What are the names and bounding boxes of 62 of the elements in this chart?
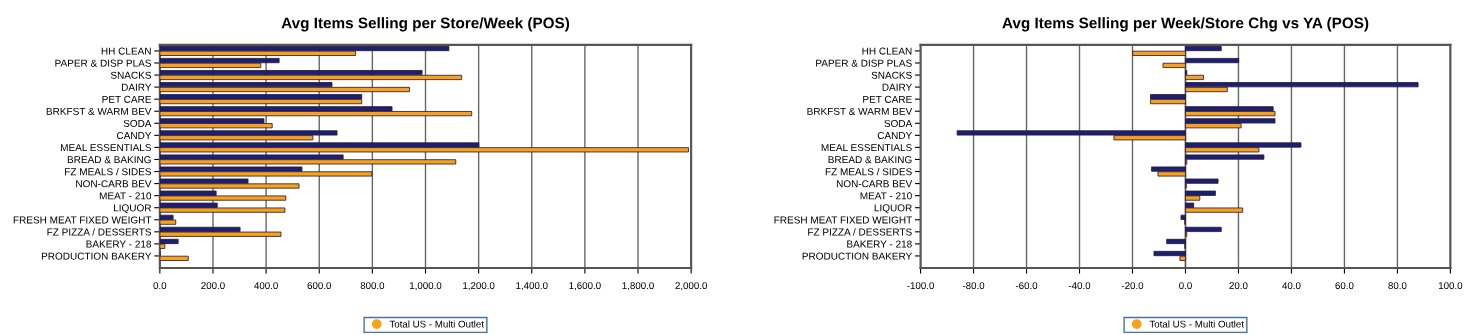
y-tick-label: FZ MEALS / SIDES xyxy=(65,167,152,176)
legend-label: Total US - Multi Outlet xyxy=(1149,320,1244,328)
x-tick-label: 200.0 xyxy=(201,282,225,290)
y-tick-label: FRESH MEAT FIXED WEIGHT xyxy=(774,216,912,224)
x-tick-label: -100.0 xyxy=(907,282,934,290)
y-tick-label: BRKFST & WARM BEV xyxy=(46,107,152,115)
y-tick-label: BREAD & BAKING xyxy=(828,156,912,164)
legend-label: Total US - Multi Outlet xyxy=(389,320,484,328)
y-tick-label: HH CLEAN xyxy=(101,47,151,55)
x-tick-label: 2,000.0 xyxy=(675,282,707,291)
x-tick-label: 1,800.0 xyxy=(622,282,654,291)
x-tick-label: 600.0 xyxy=(307,282,332,290)
x-tick-label: 20.0 xyxy=(1229,282,1248,290)
y-tick-label: BAKERY - 218 xyxy=(847,240,912,248)
y-tick-label: DAIRY xyxy=(121,83,152,91)
y-tick-label: FZ MEALS / SIDES xyxy=(825,167,912,176)
y-tick-label: SNACKS xyxy=(871,71,912,79)
y-tick-label: LIQUOR xyxy=(113,204,152,214)
x-tick-label: 1,200.0 xyxy=(463,282,495,291)
y-tick-label: PET CARE xyxy=(863,95,912,103)
x-tick-label: 0.0 xyxy=(153,282,167,290)
chart-title: Avg Items Selling per Store/Week (POS) xyxy=(281,17,570,32)
y-tick-label: MEAL ESSENTIALS xyxy=(61,144,152,152)
x-tick-label: 1,600.0 xyxy=(569,282,601,291)
x-tick-label: 60.0 xyxy=(1335,282,1354,290)
y-tick-label: FZ PIZZA / DESSERTS xyxy=(808,228,912,236)
x-tick-label: 1,400.0 xyxy=(516,282,548,291)
y-tick-label: NON-CARB BEV xyxy=(76,180,152,188)
y-tick-label: PRODUCTION BAKERY xyxy=(41,252,152,260)
x-tick-label: 800.0 xyxy=(360,282,385,290)
y-tick-label: DAIRY xyxy=(882,83,913,91)
chart-title: Avg Items Selling per Week/Store Chg vs YA (POS) xyxy=(1002,17,1369,32)
y-tick-label: MEAL ESSENTIALS xyxy=(821,144,912,152)
y-tick-label: MEAT - 210 xyxy=(860,192,912,200)
y-tick-label: PRODUCTION BAKERY xyxy=(802,252,912,260)
y-tick-label: BREAD & BAKING xyxy=(67,156,151,164)
x-tick-label: -80.0 xyxy=(962,282,985,290)
y-tick-label: BRKFST & WARM BEV xyxy=(807,107,913,115)
x-tick-label: 0.0 xyxy=(1179,282,1192,290)
y-tick-label: HH CLEAN xyxy=(862,47,912,55)
x-tick-label: 1,000.0 xyxy=(410,282,442,291)
y-tick-label: FRESH MEAT FIXED WEIGHT xyxy=(13,216,152,224)
y-tick-label: BAKERY - 218 xyxy=(86,240,152,248)
y-tick-label: CANDY xyxy=(117,131,152,140)
y-tick-label: LIQUOR xyxy=(874,204,912,214)
y-tick-label: SNACKS xyxy=(110,71,152,79)
y-tick-label: CANDY xyxy=(877,131,913,140)
x-tick-label: -60.0 xyxy=(1015,282,1038,290)
y-tick-label: MEAT - 210 xyxy=(99,192,152,200)
x-tick-label: 400.0 xyxy=(254,282,278,290)
y-tick-label: PET CARE xyxy=(102,95,152,103)
x-tick-label: 100.0 xyxy=(1438,282,1463,290)
x-tick-label: -20.0 xyxy=(1121,282,1144,290)
y-tick-label: FZ PIZZA / DESSERTS xyxy=(47,228,152,236)
y-tick-label: SODA xyxy=(123,119,152,127)
y-tick-label: PAPER & DISP PLAS xyxy=(55,59,152,67)
x-tick-label: 80.0 xyxy=(1388,282,1407,290)
x-tick-label: 40.0 xyxy=(1282,282,1301,290)
y-tick-label: SODA xyxy=(884,119,913,127)
x-tick-label: -40.0 xyxy=(1068,282,1091,290)
y-tick-label: PAPER & DISP PLAS xyxy=(816,59,912,67)
y-tick-label: NON-CARB BEV xyxy=(836,180,913,188)
